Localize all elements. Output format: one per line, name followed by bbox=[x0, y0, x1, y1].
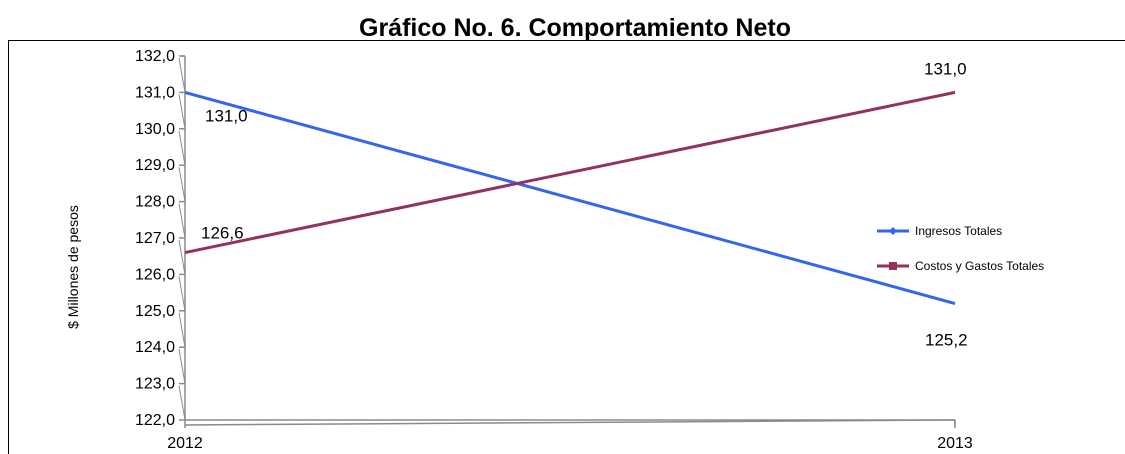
legend-square-marker bbox=[889, 262, 897, 270]
legend-label-1: Ingresos Totales bbox=[915, 224, 1002, 238]
series-line-1 bbox=[184, 90, 956, 305]
series-lines bbox=[184, 90, 956, 305]
x-axis-floor-edge bbox=[184, 419, 956, 426]
y-tick-label: 129,0 bbox=[135, 157, 175, 174]
y-axis-edge-segment bbox=[178, 276, 186, 311]
y-axis-edge-segment bbox=[178, 203, 186, 239]
chart-frame-left-border bbox=[8, 40, 9, 454]
chart-frame-top-border bbox=[8, 40, 1125, 41]
y-axis-label: $ Millones de pesos bbox=[65, 205, 81, 329]
y-axis-edge-segment bbox=[178, 312, 186, 348]
y-tick-label: 130,0 bbox=[135, 121, 175, 138]
axes: 122,0 123,0 124,0 125,0 126,0 127,0 128,0 129,0… bbox=[135, 48, 973, 452]
y-tick-label: 126,0 bbox=[135, 266, 175, 283]
y-axis-edge-segment bbox=[178, 385, 186, 421]
data-label: 125,2 bbox=[925, 331, 968, 350]
data-label: 131,0 bbox=[205, 106, 248, 125]
y-tick-label: 128,0 bbox=[135, 194, 175, 211]
x-tick-label: 2013 bbox=[937, 435, 973, 452]
legend-label-2: Costos y Gastos Totales bbox=[915, 259, 1044, 273]
legend-diamond-marker bbox=[889, 227, 897, 235]
y-axis-edge-segment bbox=[178, 167, 186, 202]
y-axis-edge-segment bbox=[178, 349, 186, 384]
y-tick-label: 125,0 bbox=[135, 303, 175, 320]
y-tick-label: 122,0 bbox=[135, 412, 175, 429]
y-tick-label: 123,0 bbox=[135, 376, 175, 393]
x-tick-label: 2012 bbox=[167, 435, 203, 452]
y-tick-label: 127,0 bbox=[135, 230, 175, 247]
data-label: 131,0 bbox=[924, 59, 967, 78]
y-axis-edge-segment bbox=[178, 239, 186, 275]
y-axis-edge-segment bbox=[178, 57, 186, 93]
data-labels: 131,0 125,2 126,6 131,0 bbox=[201, 59, 968, 349]
legend: Ingresos Totales Costos y Gastos Totales bbox=[877, 224, 1044, 273]
y-tick-label: 124,0 bbox=[135, 339, 175, 356]
y-tick-label: 132,0 bbox=[135, 48, 175, 65]
data-label: 126,6 bbox=[201, 224, 244, 243]
y-axis-edge-segment bbox=[178, 130, 186, 166]
y-axis-edge-segment bbox=[178, 94, 186, 129]
series-line-2 bbox=[184, 90, 956, 255]
y-tick-label: 131,0 bbox=[135, 84, 175, 101]
chart-title: Gráfico No. 6. Comportamiento Neto bbox=[359, 14, 791, 42]
